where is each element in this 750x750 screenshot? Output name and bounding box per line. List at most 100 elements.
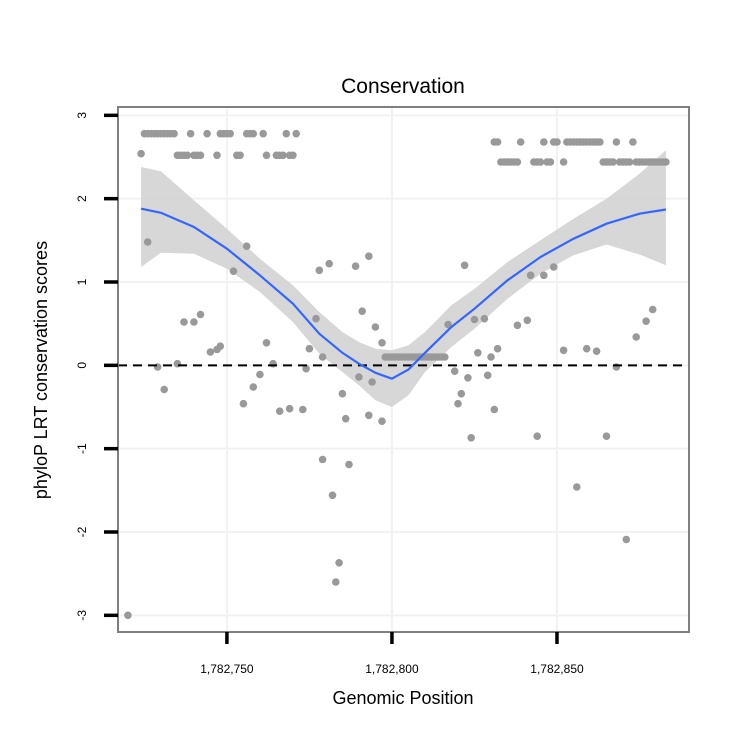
data-point: [490, 405, 499, 414]
points-group: [124, 129, 670, 620]
data-point: [335, 559, 343, 567]
data-point: [275, 407, 284, 416]
data-point: [143, 238, 152, 246]
data-point: [292, 129, 301, 138]
data-point: [365, 252, 373, 260]
x-tick-label: 1,782,850: [530, 662, 584, 676]
x-axis-label: Genomic Position: [332, 688, 473, 708]
data-point: [526, 271, 535, 280]
data-point: [160, 385, 168, 394]
data-point: [183, 151, 192, 160]
data-point: [474, 349, 482, 357]
data-point: [483, 371, 492, 380]
data-point: [460, 261, 469, 270]
data-point: [487, 353, 495, 361]
data-point: [262, 339, 271, 347]
chart-title: Conservation: [341, 75, 465, 98]
data-point: [493, 344, 502, 353]
data-point: [338, 389, 347, 398]
data-point: [226, 129, 234, 138]
confidence-ribbon: [141, 150, 666, 408]
data-point: [170, 129, 178, 138]
y-axis: -3 -2 -1 0 1 2 3: [75, 112, 118, 621]
data-point: [513, 158, 522, 166]
data-point: [345, 460, 353, 469]
data-point: [229, 267, 238, 276]
data-point: [642, 317, 650, 326]
data-point: [279, 151, 287, 160]
data-point: [186, 129, 195, 138]
data-point: [289, 151, 297, 160]
data-point: [216, 342, 225, 351]
data-point: [259, 129, 268, 138]
y-tick-label: -1: [75, 443, 89, 454]
panel-border: [117, 106, 690, 633]
smooth-line-group: [140, 207, 667, 380]
data-point: [242, 242, 251, 250]
data-point: [239, 399, 248, 408]
data-point: [625, 158, 634, 166]
y-tick-label: 3: [75, 112, 89, 119]
data-point: [582, 344, 591, 353]
data-point: [536, 158, 545, 166]
y-tick-label: -3: [75, 610, 89, 621]
x-tick-label: 1,782,800: [365, 662, 419, 676]
data-point: [450, 367, 459, 376]
data-point: [269, 359, 277, 368]
data-point: [648, 305, 657, 314]
y-tick-label: 2: [75, 195, 89, 202]
data-point: [378, 339, 386, 347]
data-point: [180, 318, 188, 326]
data-point: [622, 535, 631, 544]
data-point: [365, 411, 373, 420]
data-point: [629, 138, 637, 146]
y-tick-label: 0: [75, 362, 89, 369]
y-axis-label: phyloP LRT conservation scores: [31, 241, 51, 499]
data-point: [196, 310, 205, 319]
data-point: [249, 383, 258, 391]
data-point: [457, 389, 466, 398]
data-point: [312, 314, 320, 323]
data-point: [328, 491, 337, 500]
data-point: [302, 364, 310, 373]
data-point: [332, 578, 340, 586]
data-point: [341, 414, 350, 423]
data-point: [173, 359, 182, 368]
data-point: [262, 151, 271, 160]
data-point: [540, 271, 548, 280]
data-point: [190, 318, 198, 326]
data-point: [559, 346, 568, 355]
data-point: [196, 151, 205, 160]
data-point: [523, 316, 532, 325]
data-point: [609, 158, 617, 166]
y-tick-label: -2: [75, 526, 89, 537]
data-point: [480, 314, 489, 323]
data-point: [559, 158, 568, 166]
smooth-fit-line: [140, 207, 667, 380]
data-point: [368, 378, 376, 386]
data-point: [553, 138, 561, 146]
data-point: [533, 432, 541, 441]
data-point: [318, 455, 327, 464]
data-point: [315, 266, 324, 275]
data-point: [355, 373, 363, 381]
data-point: [540, 138, 548, 146]
data-point: [305, 344, 314, 353]
data-point: [444, 320, 452, 329]
data-point: [549, 263, 558, 271]
data-point: [592, 347, 601, 356]
data-point: [467, 434, 476, 442]
data-point: [378, 417, 386, 426]
data-point: [285, 404, 294, 413]
data-point: [632, 333, 640, 341]
data-point: [318, 353, 327, 361]
data-point: [371, 323, 380, 331]
data-point: [124, 611, 132, 620]
data-point: [612, 138, 621, 146]
data-point: [203, 129, 211, 138]
data-point: [137, 149, 145, 158]
data-point: [516, 138, 525, 146]
x-axis: 1,782,750 1,782,800 1,782,850: [200, 632, 584, 676]
data-point: [206, 348, 215, 356]
data-point: [596, 138, 604, 146]
